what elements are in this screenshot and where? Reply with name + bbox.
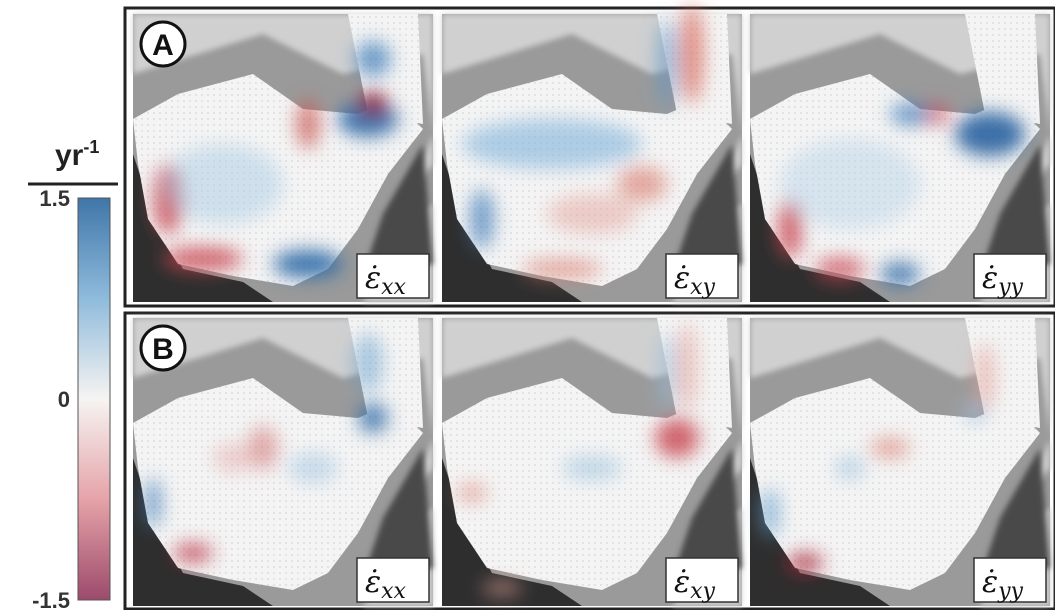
strain-patch <box>890 102 930 126</box>
strain-subscript: xx <box>381 275 406 300</box>
map-panel: ε̇xy <box>442 318 742 606</box>
strain-patch <box>163 144 283 224</box>
row-label: B <box>152 333 174 366</box>
strain-patch <box>562 456 622 480</box>
strain-subscript: yy <box>997 275 1023 300</box>
strain-patch <box>145 478 161 528</box>
strain-subscript: xy <box>690 275 715 300</box>
strain-symbol: ε̇ <box>674 565 690 600</box>
map-panel: ε̇xy <box>442 4 742 302</box>
strain-patch <box>659 333 675 413</box>
strain-patch <box>355 41 391 77</box>
strain-patch <box>482 580 522 596</box>
strain-patch <box>462 119 642 169</box>
strain-patch <box>547 194 637 234</box>
strain-patch <box>780 139 920 229</box>
figure: yr-1 1.50-1.5ε̇xxAε̇xyε̇yyε̇xxBε̇xyε̇yy <box>0 0 1055 610</box>
strain-subscript: xx <box>381 579 406 604</box>
strain-patch <box>296 99 320 149</box>
strain-patch <box>677 323 697 413</box>
colorbar-tick-label: 1.5 <box>39 186 70 211</box>
unit-base: yr <box>55 139 84 172</box>
strain-patch <box>273 250 343 278</box>
colorbar <box>78 198 110 600</box>
strain-patch <box>213 443 253 473</box>
strain-patch <box>787 553 823 573</box>
strain-patch <box>655 418 699 458</box>
strain-symbol: ε̇ <box>982 565 998 600</box>
strain-patch <box>353 333 383 393</box>
strain-patch <box>248 426 278 470</box>
strain-patch <box>870 438 910 458</box>
map-panel: ε̇xx A <box>133 14 433 302</box>
unit-exponent: -1 <box>83 137 99 157</box>
row-label: A <box>152 29 174 62</box>
strain-patch <box>617 166 667 202</box>
strain-patch <box>680 4 704 104</box>
strain-patch <box>470 189 494 249</box>
strain-patch <box>975 343 995 413</box>
colorbar-tick-label: 0 <box>58 387 70 412</box>
unit-label: yr-1 <box>55 137 99 172</box>
strain-patch <box>955 112 1025 156</box>
strain-patch <box>815 257 865 281</box>
strain-patch <box>358 92 388 116</box>
strain-symbol: ε̇ <box>365 565 381 600</box>
strain-patch <box>173 543 213 563</box>
colorbar-tick-label: -1.5 <box>32 588 70 610</box>
strain-patch <box>835 456 865 480</box>
strain-patch <box>358 403 388 433</box>
strain-symbol: ε̇ <box>365 261 381 296</box>
strain-symbol: ε̇ <box>674 261 690 296</box>
strain-subscript: yy <box>997 579 1023 604</box>
strain-patch <box>963 403 987 423</box>
strain-patch <box>457 483 487 503</box>
map-panel: ε̇yy <box>750 14 1050 302</box>
map-panel: ε̇xx B <box>133 318 433 606</box>
strain-patch <box>163 247 243 271</box>
strain-patch <box>288 453 338 483</box>
strain-patch <box>657 19 677 109</box>
strain-symbol: ε̇ <box>982 261 998 296</box>
map-panel: ε̇yy <box>750 318 1050 606</box>
strain-patch <box>880 262 920 286</box>
strain-subscript: xy <box>690 579 715 604</box>
strain-patch <box>760 488 780 538</box>
strain-patch <box>522 259 602 279</box>
